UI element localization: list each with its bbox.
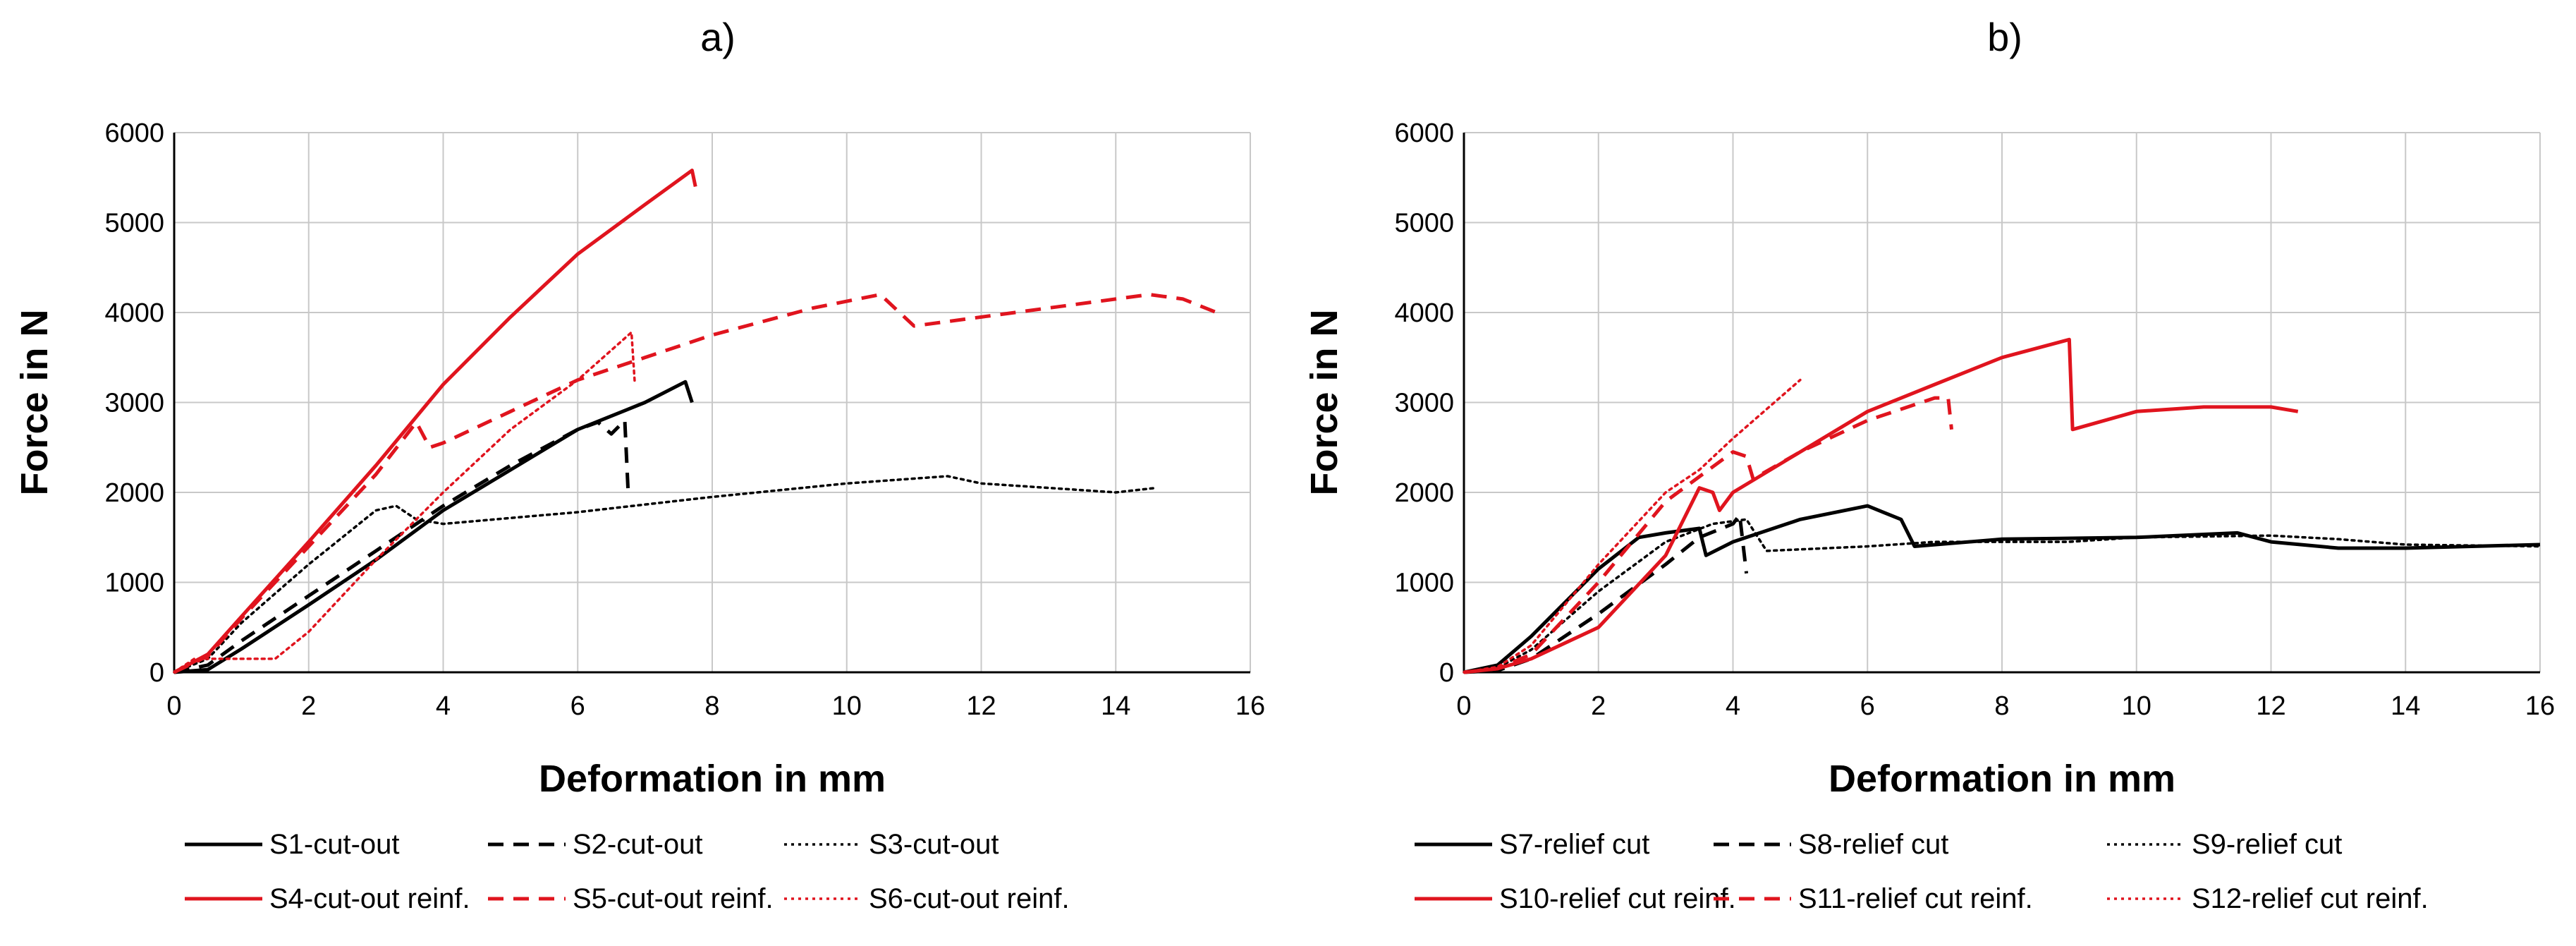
series-line-s11-relief-cut-reinf-	[1463, 396, 1953, 674]
y-tick-label: 1000	[1394, 569, 1454, 598]
y-tick-label: 4000	[1394, 298, 1454, 328]
x-tick-label: 12	[2256, 691, 2285, 721]
y-axis-title: Force in N	[1303, 309, 1345, 495]
chart-panel-2: b) 0 2 4 6 8 10 12 14 16 0 1000 2000 3000 4000 5000 6000…	[1303, 15, 2555, 914]
series-line-s2-cut-out	[173, 418, 630, 674]
legend-label: S9-relief cut	[2192, 829, 2342, 860]
x-tick-label: 16	[2525, 691, 2555, 721]
series-line-s1-cut-out	[173, 380, 694, 674]
legend-label: S1-cut-out	[269, 829, 400, 860]
y-axis-title: Force in N	[13, 309, 56, 495]
y-tick-label: 6000	[1394, 119, 1454, 148]
legend-label: S7-relief cut	[1499, 829, 1649, 860]
legend-label: S5-cut-out reinf.	[573, 883, 774, 914]
series-line-s7-relief-cut	[1463, 504, 2541, 674]
series-line-s10-relief-cut-reinf-	[1463, 337, 2299, 674]
x-tick-label: 2	[1591, 691, 1606, 721]
x-tick-label: 4	[436, 691, 451, 721]
y-tick-label: 2000	[1394, 478, 1454, 508]
x-tick-label: 0	[1456, 691, 1471, 721]
x-tick-label: 6	[570, 691, 585, 721]
x-axis-title: Deformation in mm	[1829, 758, 2175, 800]
y-tick-label: 0	[149, 658, 164, 688]
legend-label: S10-relief cut reinf.	[1499, 883, 1736, 914]
legend-label: S12-relief cut reinf.	[2192, 883, 2429, 914]
series-line-s4-cut-out-reinf-	[173, 169, 697, 674]
legend-label: S6-cut-out reinf.	[869, 883, 1070, 914]
y-tick-label: 4000	[104, 298, 164, 328]
x-axis-title: Deformation in mm	[539, 758, 886, 800]
y-tick-label: 3000	[1394, 389, 1454, 418]
series-line-s8-relief-cut	[1463, 513, 1749, 674]
y-tick-label: 1000	[104, 569, 164, 598]
series-line-s12-relief-cut-reinf-	[1463, 378, 1802, 674]
legend-label: S4-cut-out reinf.	[269, 883, 470, 914]
y-tick-label: 6000	[104, 119, 164, 148]
x-tick-label: 8	[1994, 691, 2009, 721]
x-tick-label: 4	[1726, 691, 1740, 721]
series-line-s9-relief-cut	[1463, 518, 2541, 674]
series-line-s6-cut-out-reinf-	[173, 331, 637, 674]
legend-label: S2-cut-out	[573, 829, 703, 860]
panel-label: a)	[700, 15, 735, 59]
legend-label: S11-relief cut reinf.	[1798, 883, 2033, 914]
y-tick-label: 3000	[104, 389, 164, 418]
x-tick-label: 10	[832, 691, 862, 721]
series-line-s3-cut-out	[173, 475, 1158, 674]
chart-panel-1: a) 0 2 4 6 8 10 12 14 16 0 1000 2000 3000 4000 5000 6000…	[13, 15, 1265, 914]
x-tick-label: 16	[1235, 691, 1265, 721]
x-tick-label: 14	[2391, 691, 2420, 721]
legend-label: S3-cut-out	[869, 829, 999, 860]
x-tick-label: 14	[1101, 691, 1130, 721]
legend-label: S8-relief cut	[1798, 829, 1948, 860]
x-tick-label: 0	[166, 691, 181, 721]
x-tick-label: 10	[2122, 691, 2151, 721]
x-tick-label: 2	[301, 691, 316, 721]
x-tick-label: 8	[704, 691, 719, 721]
series-line-s5-cut-out-reinf-	[173, 293, 1218, 674]
y-tick-label: 0	[1439, 658, 1454, 688]
x-tick-label: 12	[966, 691, 996, 721]
y-tick-label: 5000	[1394, 209, 1454, 238]
y-tick-label: 5000	[104, 209, 164, 238]
x-tick-label: 6	[1860, 691, 1875, 721]
panel-label: b)	[1987, 15, 2022, 59]
y-tick-label: 2000	[104, 478, 164, 508]
